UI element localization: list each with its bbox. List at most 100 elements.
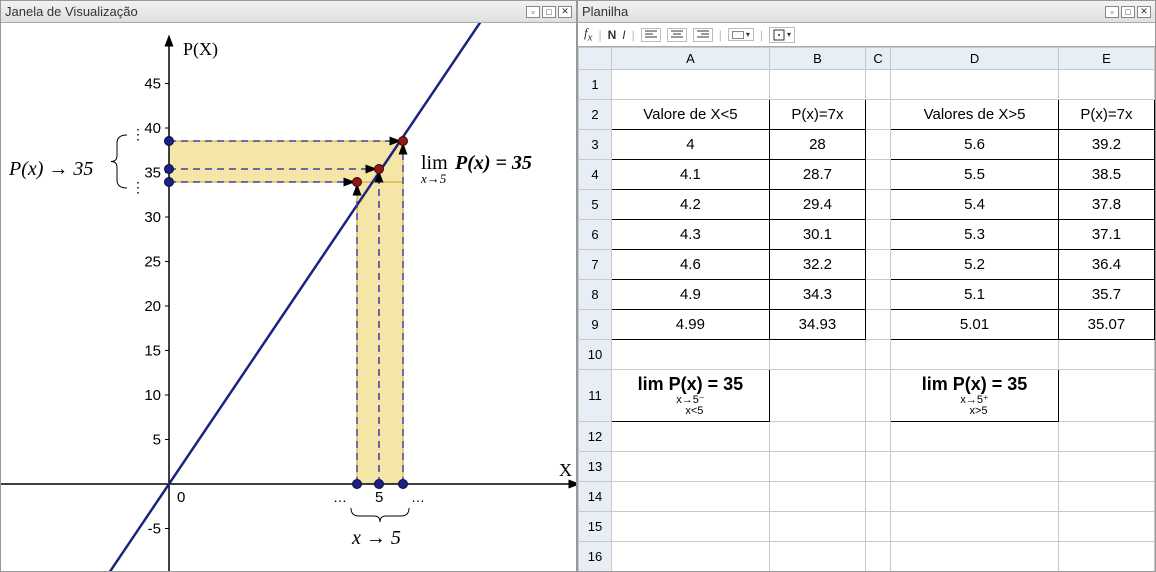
cell-C6[interactable]	[865, 220, 890, 250]
cell-E6[interactable]: 37.1	[1058, 220, 1154, 250]
minimize-right-icon[interactable]: ▫	[1105, 6, 1119, 18]
cell-C5[interactable]	[865, 190, 890, 220]
cell-C7[interactable]	[865, 250, 890, 280]
cell-E3[interactable]: 39.2	[1058, 130, 1154, 160]
cell-B1[interactable]	[769, 70, 865, 100]
formula-prefix[interactable]: fx	[584, 25, 592, 44]
align-center-icon[interactable]	[667, 28, 687, 42]
row-header[interactable]: 9	[579, 310, 612, 340]
bold-button[interactable]: N	[608, 28, 617, 42]
cell-E8[interactable]: 35.7	[1058, 280, 1154, 310]
cell-D6[interactable]: 5.3	[891, 220, 1059, 250]
row-header[interactable]: 3	[579, 130, 612, 160]
row-header[interactable]: 14	[579, 482, 612, 512]
sheet-area[interactable]: A B C D E 12Valore de X<5P(x)=7xValores …	[578, 47, 1155, 571]
cell-C11[interactable]	[865, 370, 890, 422]
cell-E4[interactable]: 38.5	[1058, 160, 1154, 190]
cell-C2[interactable]	[865, 100, 890, 130]
cell-A7[interactable]: 4.6	[611, 250, 769, 280]
cell-B15[interactable]	[769, 512, 865, 542]
cell-C10[interactable]	[865, 340, 890, 370]
row-header[interactable]: 7	[579, 250, 612, 280]
cell-A5[interactable]: 4.2	[611, 190, 769, 220]
cell-B2[interactable]: P(x)=7x	[769, 100, 865, 130]
row-header[interactable]: 15	[579, 512, 612, 542]
cell-E7[interactable]: 36.4	[1058, 250, 1154, 280]
cell-C8[interactable]	[865, 280, 890, 310]
fill-color-icon[interactable]: ▾	[728, 28, 754, 41]
cell-E15[interactable]	[1058, 512, 1154, 542]
cell-A12[interactable]	[611, 422, 769, 452]
close-right-icon[interactable]: ✕	[1137, 6, 1151, 18]
cell-C12[interactable]	[865, 422, 890, 452]
cell-B7[interactable]: 32.2	[769, 250, 865, 280]
row-header[interactable]: 6	[579, 220, 612, 250]
cell-C13[interactable]	[865, 452, 890, 482]
cell-B3[interactable]: 28	[769, 130, 865, 160]
cell-A14[interactable]	[611, 482, 769, 512]
cell-B8[interactable]: 34.3	[769, 280, 865, 310]
borders-icon[interactable]: ▾	[769, 27, 795, 43]
cell-E13[interactable]	[1058, 452, 1154, 482]
cell-A2[interactable]: Valore de X<5	[611, 100, 769, 130]
cell-A10[interactable]	[611, 340, 769, 370]
minimize-left-icon[interactable]: ▫	[526, 6, 540, 18]
cell-D14[interactable]	[891, 482, 1059, 512]
row-header[interactable]: 12	[579, 422, 612, 452]
cell-D9[interactable]: 5.01	[891, 310, 1059, 340]
cell-A4[interactable]: 4.1	[611, 160, 769, 190]
maximize-left-icon[interactable]: □	[542, 6, 556, 18]
cell-D1[interactable]	[891, 70, 1059, 100]
cell-C14[interactable]	[865, 482, 890, 512]
cell-B5[interactable]: 29.4	[769, 190, 865, 220]
cell-C9[interactable]	[865, 310, 890, 340]
row-header[interactable]: 1	[579, 70, 612, 100]
cell-A3[interactable]: 4	[611, 130, 769, 160]
close-left-icon[interactable]: ✕	[558, 6, 572, 18]
cell-E16[interactable]	[1058, 542, 1154, 572]
col-header-D[interactable]: D	[891, 48, 1059, 70]
cell-A6[interactable]: 4.3	[611, 220, 769, 250]
row-header[interactable]: 8	[579, 280, 612, 310]
cell-A11[interactable]: lim P(x) = 35x→5⁻x<5	[611, 370, 769, 422]
cell-B11[interactable]	[769, 370, 865, 422]
cell-E2[interactable]: P(x)=7x	[1058, 100, 1154, 130]
cell-D8[interactable]: 5.1	[891, 280, 1059, 310]
cell-D11[interactable]: lim P(x) = 35x→5⁺x>5	[891, 370, 1059, 422]
row-header[interactable]: 2	[579, 100, 612, 130]
row-header[interactable]: 10	[579, 340, 612, 370]
cell-D7[interactable]: 5.2	[891, 250, 1059, 280]
row-header[interactable]: 4	[579, 160, 612, 190]
row-header[interactable]: 5	[579, 190, 612, 220]
cell-A15[interactable]	[611, 512, 769, 542]
cell-D15[interactable]	[891, 512, 1059, 542]
cell-E5[interactable]: 37.8	[1058, 190, 1154, 220]
cell-A9[interactable]: 4.99	[611, 310, 769, 340]
cell-B10[interactable]	[769, 340, 865, 370]
corner-cell[interactable]	[579, 48, 612, 70]
cell-D13[interactable]	[891, 452, 1059, 482]
cell-B9[interactable]: 34.93	[769, 310, 865, 340]
col-header-E[interactable]: E	[1058, 48, 1154, 70]
cell-A16[interactable]	[611, 542, 769, 572]
cell-C1[interactable]	[865, 70, 890, 100]
cell-E11[interactable]	[1058, 370, 1154, 422]
spreadsheet-table[interactable]: A B C D E 12Valore de X<5P(x)=7xValores …	[578, 47, 1155, 571]
cell-B12[interactable]	[769, 422, 865, 452]
row-header[interactable]: 13	[579, 452, 612, 482]
cell-C16[interactable]	[865, 542, 890, 572]
cell-E1[interactable]	[1058, 70, 1154, 100]
cell-C15[interactable]	[865, 512, 890, 542]
cell-D10[interactable]	[891, 340, 1059, 370]
cell-A8[interactable]: 4.9	[611, 280, 769, 310]
cell-A1[interactable]	[611, 70, 769, 100]
cell-E9[interactable]: 35.07	[1058, 310, 1154, 340]
cell-D2[interactable]: Valores de X>5	[891, 100, 1059, 130]
col-header-B[interactable]: B	[769, 48, 865, 70]
col-header-C[interactable]: C	[865, 48, 890, 70]
cell-D12[interactable]	[891, 422, 1059, 452]
col-header-A[interactable]: A	[611, 48, 769, 70]
row-header[interactable]: 16	[579, 542, 612, 572]
cell-B13[interactable]	[769, 452, 865, 482]
cell-B14[interactable]	[769, 482, 865, 512]
